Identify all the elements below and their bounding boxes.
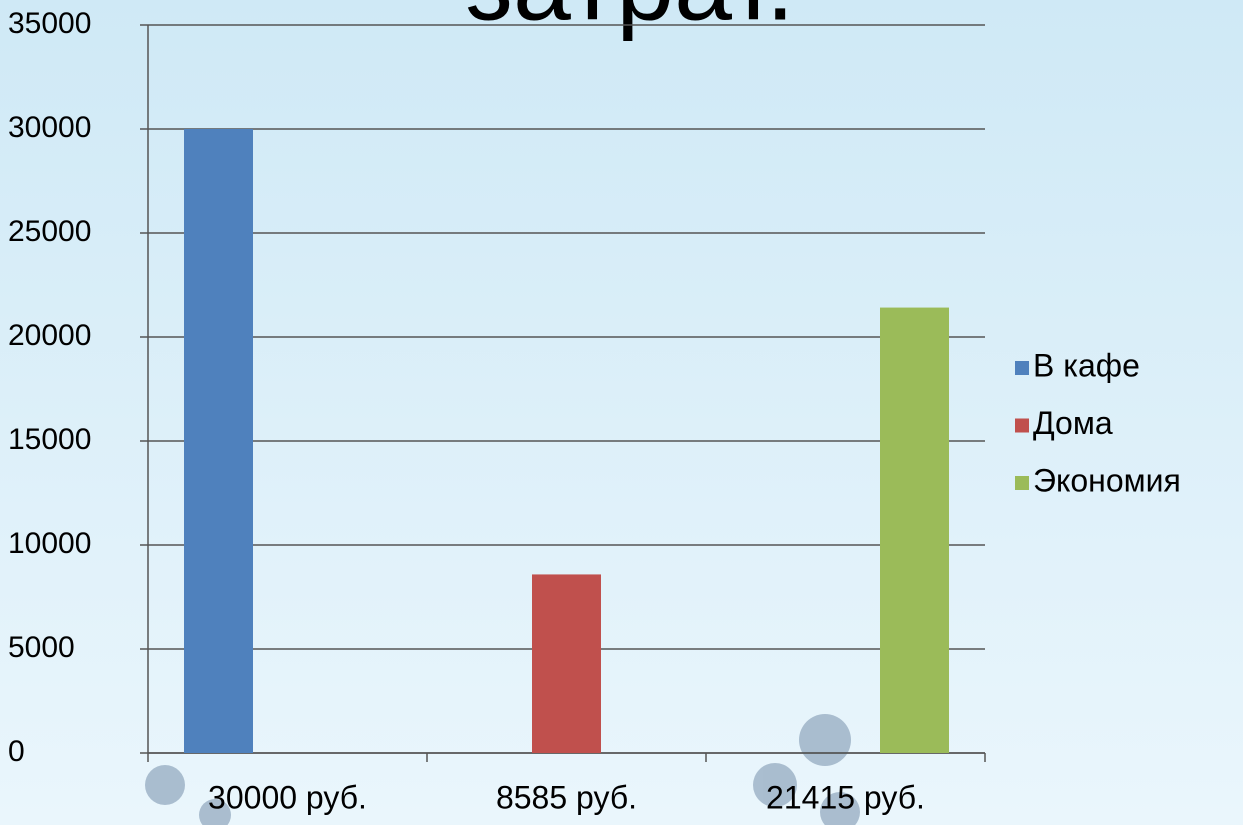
y-tick-label: 30000 xyxy=(8,111,91,144)
slide: затрат. 0 5000 10000 15000 20000 25000 30000 35… xyxy=(0,0,1243,825)
chart-title: затрат. xyxy=(465,0,794,42)
bar xyxy=(880,308,949,753)
y-tick-label: 25000 xyxy=(8,215,91,248)
legend-label: Дома xyxy=(1033,405,1113,441)
y-tick-label: 5000 xyxy=(8,631,75,664)
bar xyxy=(184,129,253,753)
y-tick-label: 15000 xyxy=(8,423,91,456)
y-tick-label: 20000 xyxy=(8,319,91,352)
legend-swatch xyxy=(1015,361,1029,375)
y-tick-label: 0 xyxy=(8,735,25,768)
x-tick-label: 21415 руб. xyxy=(766,779,925,815)
y-tick-label: 35000 xyxy=(8,7,91,40)
legend-swatch xyxy=(1015,419,1029,433)
legend-label: Экономия xyxy=(1033,462,1181,498)
legend-swatch xyxy=(1015,476,1029,490)
y-tick-label: 10000 xyxy=(8,527,91,560)
x-tick-label: 30000 руб. xyxy=(208,779,367,815)
legend-label: В кафе xyxy=(1033,347,1140,383)
x-tick-label: 8585 руб. xyxy=(496,779,637,815)
bar xyxy=(532,574,601,753)
